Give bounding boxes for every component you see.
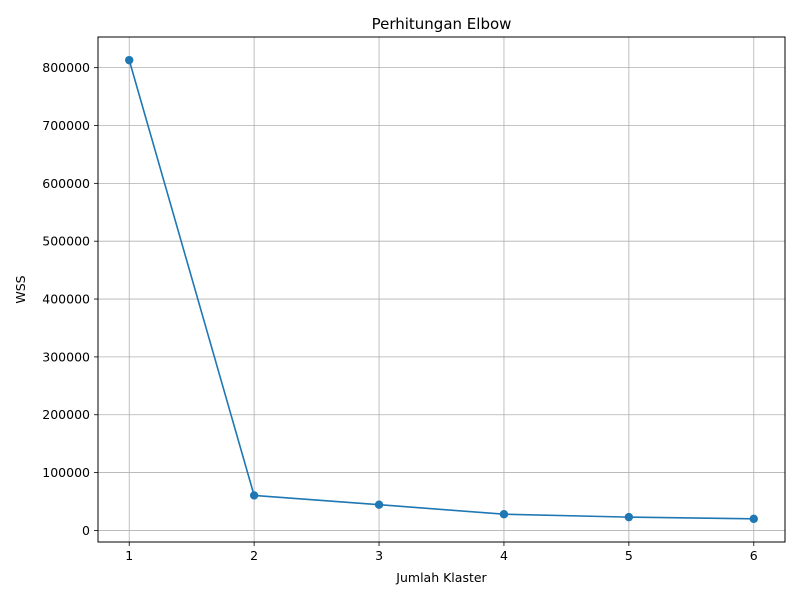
y-tick-label: 200000 — [42, 407, 90, 422]
y-tick-label: 300000 — [42, 349, 90, 364]
x-tick-label: 4 — [500, 548, 508, 563]
y-tick-label: 0 — [82, 523, 90, 538]
x-axis-label: Jumlah Klaster — [395, 570, 487, 585]
data-point — [374, 500, 384, 509]
x-tick-label: 5 — [625, 548, 633, 563]
data-point — [624, 512, 634, 522]
y-tick-label: 800000 — [42, 60, 90, 75]
data-point — [125, 55, 134, 65]
x-tick-label: 1 — [125, 548, 133, 563]
x-axis-ticks: 1 2 3 4 5 6 — [125, 542, 758, 563]
y-tick-label: 700000 — [42, 118, 90, 133]
x-tick-label: 3 — [375, 548, 383, 563]
y-axis-label: WSS — [13, 275, 28, 303]
plot-frame — [97, 36, 786, 543]
chart-title: Perhitungan Elbow — [372, 15, 512, 33]
y-axis-ticks: 0 100000 200000 300000 400000 500000 600000 700… — [42, 60, 98, 538]
y-tick-label: 400000 — [42, 292, 90, 307]
x-tick-label: 6 — [750, 548, 758, 563]
data-point — [749, 514, 758, 524]
x-tick-label: 2 — [250, 548, 258, 563]
y-tick-label: 500000 — [42, 234, 90, 249]
grid-lines — [98, 37, 785, 542]
series-layer — [125, 55, 758, 524]
data-point — [499, 510, 509, 519]
y-tick-label: 600000 — [42, 176, 90, 191]
data-point — [249, 491, 259, 500]
series-line — [128, 59, 754, 520]
y-tick-label: 100000 — [42, 465, 90, 480]
